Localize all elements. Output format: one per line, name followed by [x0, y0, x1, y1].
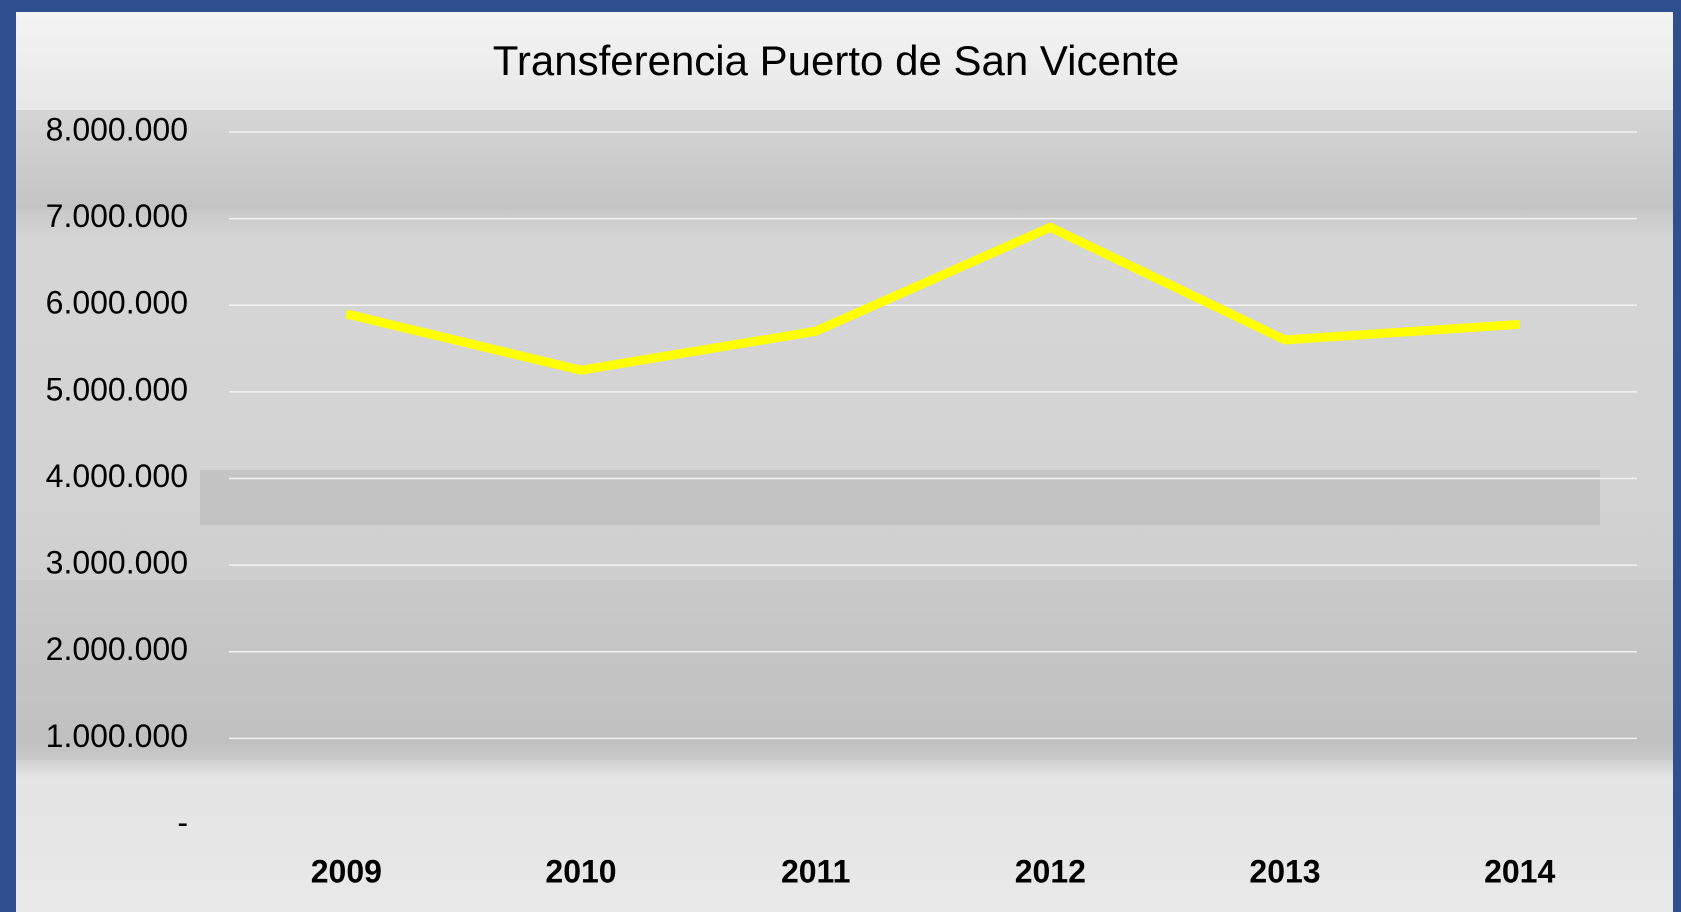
y-tick-label: 8.000.000	[46, 111, 188, 147]
y-tick-label: 1.000.000	[46, 718, 188, 754]
chart: Transferencia Puerto de San Vicente - 1.0…	[0, 0, 1681, 912]
y-tick-label: 5.000.000	[46, 371, 188, 407]
y-tick-label: -	[177, 804, 188, 840]
y-tick-label: 2.000.000	[46, 631, 188, 667]
x-tick-label: 2010	[545, 853, 616, 889]
y-tick-label: 4.000.000	[46, 458, 188, 494]
y-tick-label: 3.000.000	[46, 545, 188, 581]
chart-title: Transferencia Puerto de San Vicente	[493, 37, 1179, 84]
x-tick-label: 2009	[311, 853, 382, 889]
shore	[16, 110, 1673, 210]
x-tick-label: 2011	[781, 853, 850, 889]
y-tick-label: 6.000.000	[46, 285, 188, 321]
x-tick-label: 2013	[1249, 853, 1320, 889]
x-tick-label: 2012	[1015, 853, 1086, 889]
containers	[16, 580, 1673, 760]
y-tick-label: 7.000.000	[46, 198, 188, 234]
x-tick-label: 2014	[1484, 853, 1555, 889]
page: Transferencia Puerto de San Vicente - 1.0…	[0, 0, 1681, 912]
